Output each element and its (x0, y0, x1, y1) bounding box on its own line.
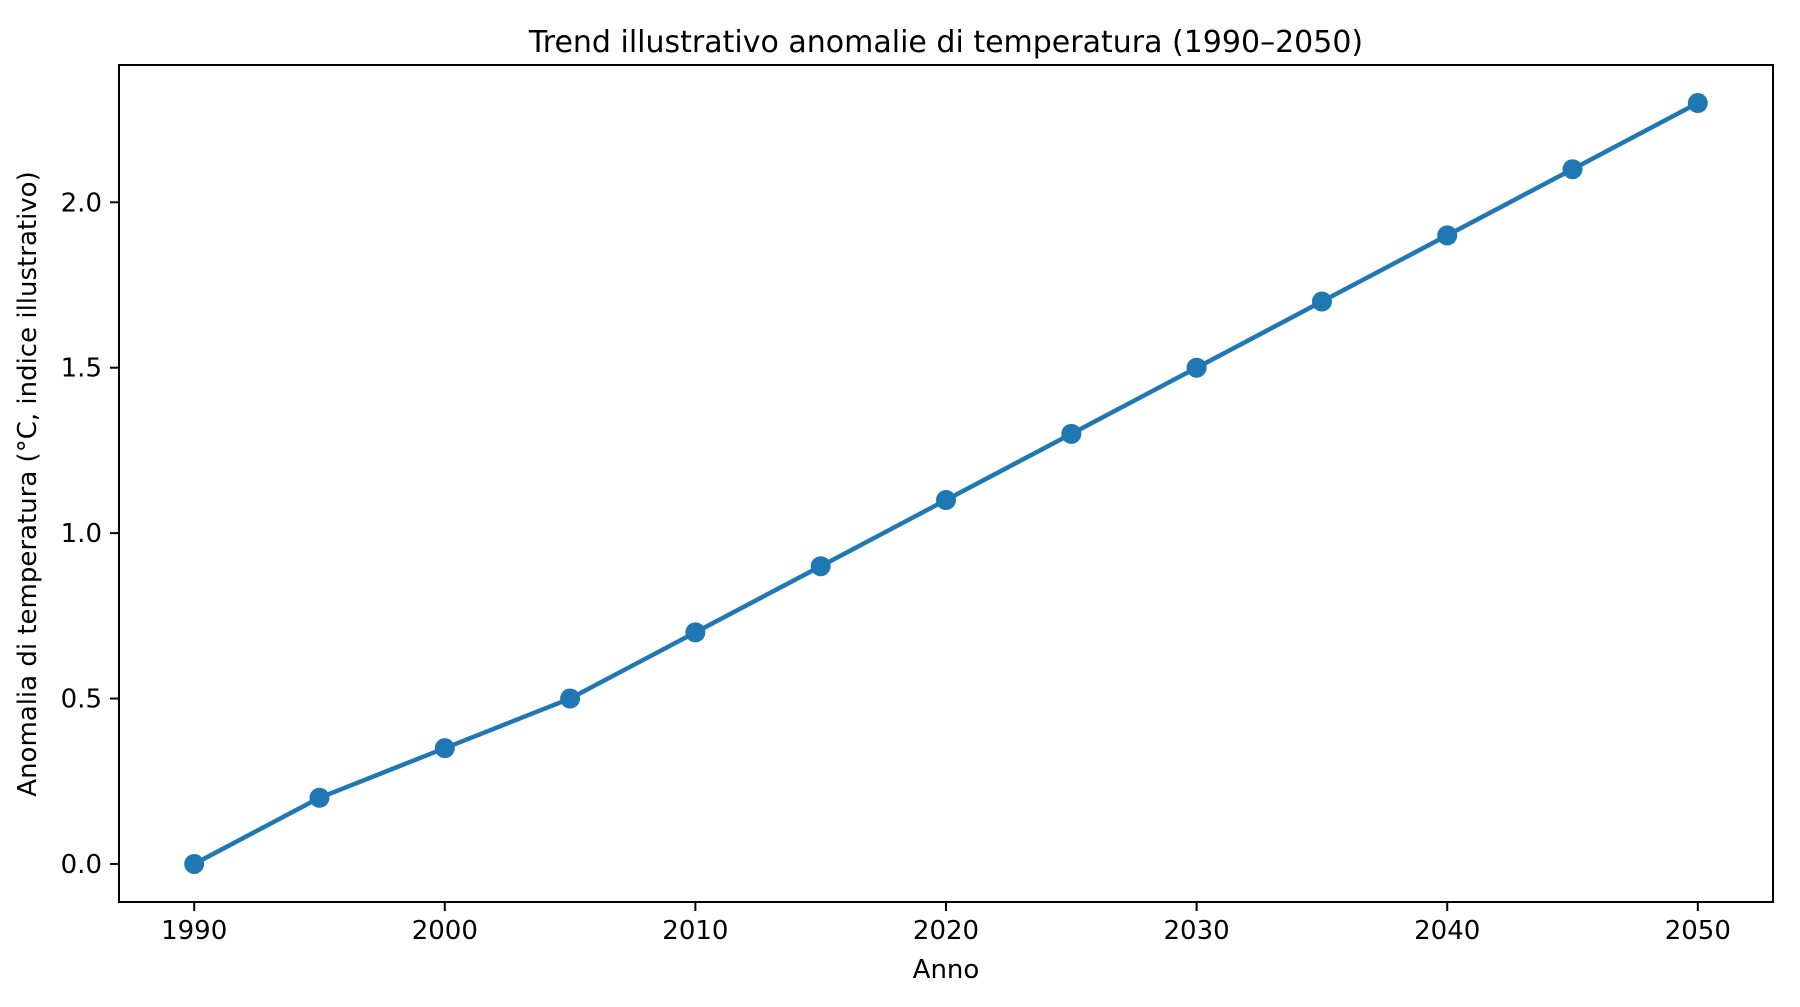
chart-title: Trend illustrativo anomalie di temperatu… (528, 25, 1363, 60)
data-point-1990 (184, 853, 205, 874)
data-point-2045 (1562, 159, 1583, 180)
x-tick-label: 2050 (1665, 916, 1731, 946)
x-tick-label: 2000 (412, 916, 478, 946)
data-point-2040 (1437, 225, 1458, 246)
data-point-2010 (685, 622, 706, 643)
data-point-2020 (936, 490, 956, 511)
data-line (191, 100, 1701, 867)
data-point-2005 (560, 688, 581, 709)
data-point-2000 (434, 738, 455, 759)
data-point-2035 (1311, 291, 1332, 312)
y-tick-label: 2.0 (61, 188, 102, 218)
y-tick-label: 1.0 (61, 519, 102, 549)
plot-area (118, 64, 1774, 903)
data-point-2050 (1687, 93, 1708, 114)
x-axis-label: Anno (913, 955, 980, 985)
data-point-2015 (810, 556, 831, 577)
y-tick-label: 0.5 (61, 685, 102, 715)
data-series (184, 93, 1708, 874)
x-tick-label: 2010 (662, 916, 728, 946)
x-tick-label: 2030 (1164, 916, 1230, 946)
x-tick-label: 2020 (913, 916, 979, 946)
x-tick-label: 1990 (161, 916, 227, 946)
data-point-1995 (309, 787, 330, 808)
y-axis-label: Anomalia di temperatura (°C, indice illu… (13, 171, 43, 796)
y-tick-label: 1.5 (61, 354, 102, 384)
x-axis: 1990 2000 2010 2020 2030 2040 2050 (161, 902, 1731, 946)
y-axis: 0.0 0.5 1.0 1.5 2.0 (61, 188, 119, 880)
data-point-2030 (1186, 357, 1207, 378)
data-point-2025 (1061, 423, 1082, 444)
x-tick-label: 2040 (1414, 916, 1480, 946)
y-tick-label: 0.0 (61, 850, 102, 880)
